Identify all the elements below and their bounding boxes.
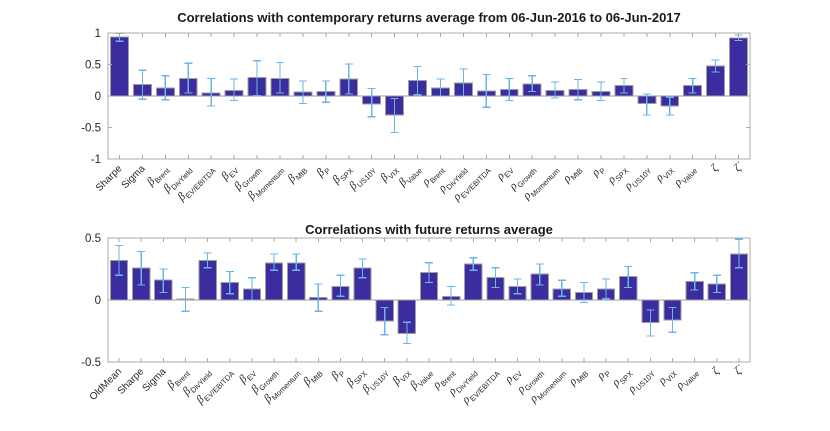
y-tick-label: 0 <box>95 295 101 307</box>
x-tick-label: βEV <box>236 366 258 388</box>
bar <box>110 36 129 97</box>
error-bars <box>115 33 743 134</box>
y-tick-label: 0.5 <box>85 233 101 245</box>
top-chart-title: Correlations with contemporary returns a… <box>177 10 681 25</box>
x-tick-label: ρMtB <box>560 163 584 187</box>
bars <box>108 253 750 334</box>
error-bars <box>115 238 743 344</box>
y-tick-label: -0.5 <box>81 123 101 135</box>
y-tick-label: -1 <box>91 154 101 166</box>
x-tick-label: Sigma <box>141 366 169 394</box>
axes: 1 0.5 0 -0.5 -1 <box>81 28 751 166</box>
y-tick-label: 0.5 <box>85 60 101 72</box>
y-tick-label: 0 <box>95 91 101 103</box>
x-tick-label: ζ̇ <box>732 160 747 175</box>
bar <box>729 37 748 97</box>
x-tick-label: ρUS10Y <box>622 163 654 195</box>
x-tick-label: βValue <box>407 366 435 394</box>
x-tick-label: ρVIX <box>653 163 676 186</box>
x-tick-label: ρUS10Y <box>625 366 657 398</box>
x-tick-label: βMtB <box>285 163 309 187</box>
x-tick-label: ρValue <box>673 366 701 394</box>
x-tick-label: βMtB <box>300 366 324 390</box>
x-tick-label: ζ <box>709 162 722 175</box>
bottom-chart: 0.5 0 -0.5OldMeanSharpeSigmaβBrentβDivYiel… <box>81 233 751 407</box>
x-tick-label: ρMtB <box>566 366 590 390</box>
x-tick-label: ρEV <box>502 366 524 388</box>
x-tick-label: βP <box>314 163 333 182</box>
x-tick-label: OldMean <box>88 366 124 402</box>
x-tick-label: ζ <box>710 365 723 378</box>
bars <box>108 36 750 116</box>
x-tick-label: Sharpe <box>94 163 125 194</box>
x-tick-label: ρValue <box>671 163 699 191</box>
bottom-chart-title: Correlations with future returns average <box>305 222 553 237</box>
x-tick-labels: OldMeanSharpeSigmaβBrentβDivYieldβEV/EBI… <box>88 363 747 407</box>
x-tick-label: Sigma <box>120 163 148 191</box>
x-tick-label: βUS10Y <box>359 366 391 398</box>
axes: 0.5 0 -0.5 <box>81 233 751 369</box>
y-tick-label: -0.5 <box>81 357 101 369</box>
x-tick-label: ρP <box>589 163 607 181</box>
x-tick-label: ζ̇ <box>732 363 747 378</box>
x-tick-label: βUS10Y <box>346 163 378 195</box>
x-tick-label: βVIX <box>378 163 402 187</box>
x-tick-label: βValue <box>396 163 424 191</box>
y-tick-label: 1 <box>95 28 101 40</box>
top-chart: 1 0.5 0 -0.5 -1SharpeSigmaβBrentβDivYieldβEV… <box>81 28 751 204</box>
